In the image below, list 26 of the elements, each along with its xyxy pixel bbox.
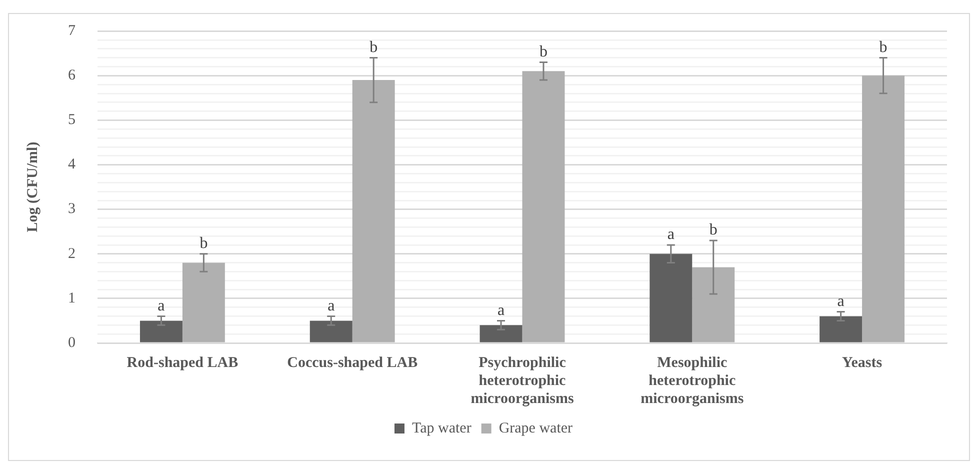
y-tick-label: 0 [68,334,76,351]
annotation: b [709,222,718,239]
annotation: a [497,302,505,319]
annotation: a [158,297,165,314]
x-tick-label: Rod-shaped LAB [126,354,238,371]
legend-label: Tap water [412,420,472,436]
x-tick-label: Mesophilic heterotrophic microorganisms [640,354,744,407]
annotation: a [667,226,674,244]
x-tick-label: Yeasts [842,354,882,371]
annotation: a [328,297,335,314]
x-tick-label: Psychrophilic heterotrophic microorganisms [470,354,574,407]
annotation: b [200,235,208,252]
y-tick-label: 6 [68,68,76,84]
y-tick-label: 4 [68,156,76,173]
y-tick-label: 1 [68,290,76,306]
legend-label: Grape water [498,420,573,436]
annotation: a [837,293,844,310]
y-tick-label: 5 [68,112,76,128]
annotation: b [539,43,548,60]
annotation: b [879,38,888,56]
y-tick-label: 7 [68,22,76,39]
y-axis-title: Log (CFU/ml) [24,142,41,232]
y-tick-label: 2 [68,246,76,262]
y-tick-label: 3 [68,201,76,218]
annotation: b [370,38,378,56]
x-tick-label: Coccus-shaped LAB [287,354,418,371]
